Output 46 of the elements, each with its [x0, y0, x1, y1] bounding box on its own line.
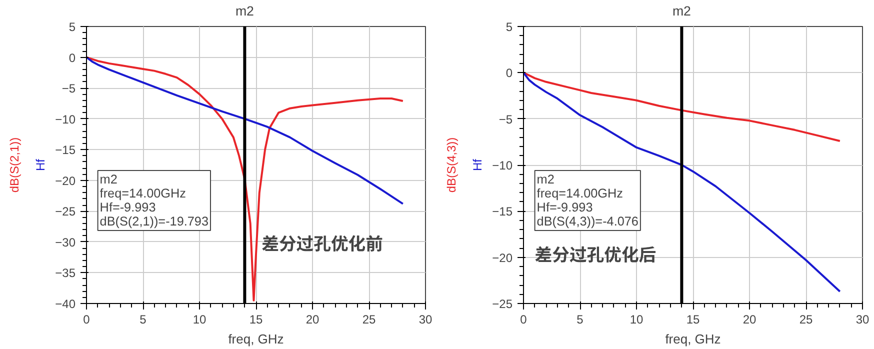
x-tick-label: 10 [630, 312, 644, 326]
y-tick-label: −5 [498, 112, 513, 126]
x-tick-label: 30 [856, 312, 870, 326]
x-tick-label: 0 [520, 312, 528, 326]
x-tick-label: 20 [742, 312, 756, 326]
x-axis-title: freq, GHz [228, 332, 284, 346]
y-tick-label: −20 [55, 174, 76, 188]
x-tick-label: 20 [306, 312, 320, 326]
y-tick-label: −30 [55, 235, 76, 250]
y-tick-label: −10 [492, 158, 513, 172]
line-series [86, 56, 404, 302]
line-series [524, 72, 841, 292]
y-tick-label: 0 [506, 66, 513, 80]
text: dB(S(4,3)) [444, 137, 458, 193]
x-tick-label: 5 [576, 312, 584, 326]
y-tick-label: −10 [55, 112, 76, 126]
x-tick-label: 25 [362, 312, 376, 326]
text: Hf [470, 158, 484, 171]
text: dB(S(2,1)) [8, 137, 22, 193]
y-tick-label: −15 [492, 204, 513, 219]
y-tick-label: 0 [68, 50, 76, 65]
ref-line-label: m2 [235, 4, 254, 18]
x-tick-label: 25 [799, 312, 813, 326]
x-axis-title: freq, GHz [665, 332, 721, 346]
y-tick-label: −25 [492, 297, 513, 311]
annotation: m2 freq=14.00GHz Hf=-9.993 dB(S(4,3))=-4.076 [536, 172, 638, 229]
ref-line-label: m2 [672, 4, 691, 18]
x-tick-label: 15 [686, 312, 700, 326]
annotation: m2 freq=14.00GHz Hf=-9.993 dB(S(2,1))=-19.793 [100, 172, 209, 229]
y-tick-label: 5 [68, 20, 76, 34]
y-tick-label: −5 [62, 82, 76, 96]
annotation: 差分过孔优化前 [262, 230, 383, 256]
y-tick-label: −15 [55, 143, 76, 158]
x-tick-label: 5 [140, 312, 147, 326]
y-tick-label: −40 [55, 297, 76, 311]
x-tick-label: 30 [418, 312, 432, 326]
line-series [524, 72, 841, 142]
annotation: 差分过孔优化后 [534, 241, 656, 266]
x-tick-label: 0 [83, 312, 90, 326]
y-tick-label: −20 [492, 250, 513, 265]
text: Hf [34, 158, 48, 171]
y-tick-label: −25 [55, 204, 76, 219]
y-tick-label: −35 [55, 266, 76, 280]
x-tick-label: 15 [249, 312, 263, 326]
x-tick-label: 10 [192, 312, 206, 326]
y-tick-label: 5 [506, 20, 513, 34]
